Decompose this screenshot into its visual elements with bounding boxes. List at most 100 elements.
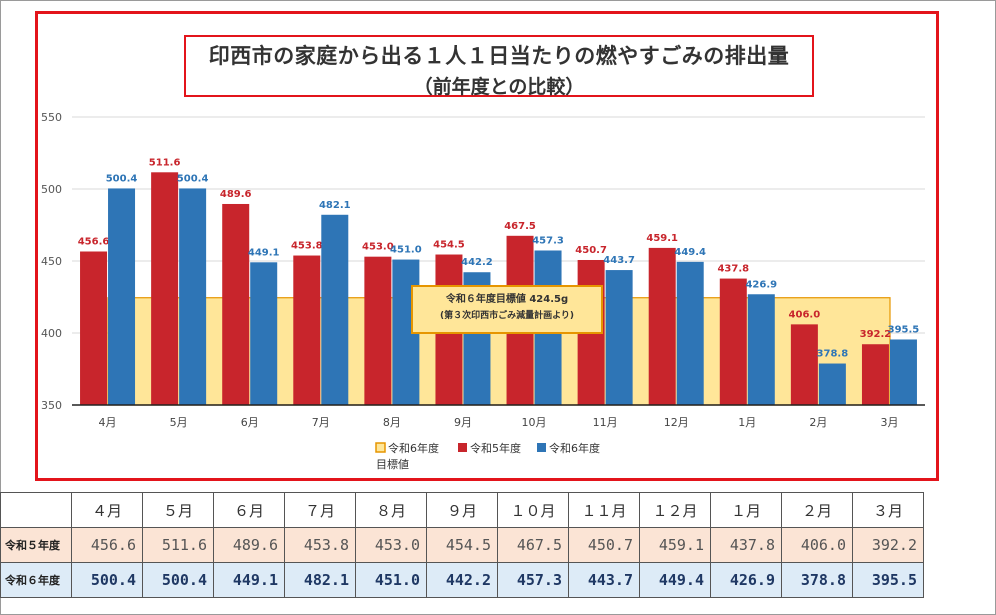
data-table: ４月 ５月 ６月 ７月 ８月 ９月 １０月 １１月 １２月 １月 ２月 ３月 令… (0, 492, 924, 598)
x-tick-label: 12月 (664, 416, 689, 429)
legend-swatch-target (375, 442, 386, 453)
data-label: 395.5 (888, 324, 920, 335)
table-cell: 442.2 (426, 562, 498, 598)
table-cell: 453.0 (355, 527, 427, 563)
bar-r5 (648, 247, 676, 405)
bar-r5 (719, 278, 747, 405)
chart-title-box: 印西市の家庭から出る１人１日当たりの燃やすごみの排出量 （前年度との比較） (184, 35, 814, 98)
table-header: ７月 (284, 492, 356, 528)
x-tick-label: 8月 (383, 416, 401, 429)
data-label: 457.3 (532, 235, 564, 246)
bar-chart: 350 400 450 500 550 456.6 500.4 4月 511.6 500.4 5月 4… (41, 111, 925, 471)
x-tick-label: 3月 (880, 416, 898, 429)
x-tick-label: 6月 (241, 416, 259, 429)
data-label: 443.7 (603, 255, 635, 266)
table-cell: 482.1 (284, 562, 356, 598)
bar-r5 (861, 344, 889, 405)
table-cell: 449.1 (213, 562, 285, 598)
table-cell: 500.4 (142, 562, 214, 598)
y-tick-label: 550 (41, 111, 62, 124)
table-corner (0, 492, 72, 528)
data-label: 500.4 (177, 173, 209, 184)
data-label: 442.2 (461, 257, 493, 268)
legend-label-target: 令和6年度 (388, 441, 439, 455)
data-label: 500.4 (106, 173, 138, 184)
table-header: ６月 (213, 492, 285, 528)
chart-border (35, 11, 939, 481)
data-label: 451.0 (390, 245, 422, 256)
data-label: 426.9 (745, 279, 777, 290)
data-label: 450.7 (575, 245, 607, 256)
table-header-row: ４月 ５月 ６月 ７月 ８月 ９月 １０月 １１月 １２月 １月 ２月 ３月 (0, 492, 924, 528)
legend-label-r6: 令和6年度 (549, 441, 600, 455)
table-row: 令和５年度 456.6 511.6 489.6 453.8 453.0 454.… (0, 527, 924, 563)
legend-label-target-2: 目標値 (376, 457, 409, 471)
table-header: １２月 (639, 492, 711, 528)
target-annotation-box (411, 285, 603, 334)
chart-title: 印西市の家庭から出る１人１日当たりの燃やすごみの排出量 (208, 44, 790, 68)
table-header: １月 (710, 492, 782, 528)
data-label: 378.8 (817, 349, 849, 360)
data-label: 489.6 (220, 189, 252, 200)
chart-subtitle: （前年度との比較） (413, 76, 585, 98)
bar-r5 (222, 203, 250, 405)
table-cell: 500.4 (71, 562, 143, 598)
data-label: 454.5 (433, 240, 465, 251)
x-tick-label: 9月 (454, 416, 472, 429)
table-cell: 426.9 (710, 562, 782, 598)
target-annotation-line1: 令和６年度目標値 424.5g (445, 292, 568, 305)
table-header: ４月 (71, 492, 143, 528)
x-tick-label: 10月 (522, 416, 547, 429)
data-label: 467.5 (504, 221, 536, 232)
bar-r6 (747, 294, 775, 405)
data-label: 459.1 (646, 233, 678, 244)
y-tick-label: 400 (41, 327, 62, 340)
target-annotation-line2: (第３次印西市ごみ減量計画より) (440, 309, 574, 321)
y-tick-label: 500 (41, 183, 62, 196)
table-cell: 449.4 (639, 562, 711, 598)
data-label: 482.1 (319, 200, 351, 211)
data-label: 453.0 (362, 242, 394, 253)
table-row: 令和６年度 500.4 500.4 449.1 482.1 451.0 442.… (0, 562, 924, 598)
x-tick-label: 4月 (99, 416, 117, 429)
x-tick-label: 2月 (809, 416, 827, 429)
table-cell: 467.5 (497, 527, 569, 563)
table-cell: 453.8 (284, 527, 356, 563)
table-cell: 489.6 (213, 527, 285, 563)
legend-swatch-r5 (458, 443, 467, 452)
legend-swatch-r6 (537, 443, 546, 452)
table-cell: 443.7 (568, 562, 640, 598)
table-header: １１月 (568, 492, 640, 528)
x-tick-label: 5月 (170, 416, 188, 429)
bar-r6 (321, 214, 349, 405)
bar-r5 (80, 251, 108, 405)
table-cell: 406.0 (781, 527, 853, 563)
row-label: 令和６年度 (0, 562, 72, 598)
table-cell: 378.8 (781, 562, 853, 598)
y-tick-label: 350 (41, 399, 62, 412)
table-cell: 450.7 (568, 527, 640, 563)
bar-r6 (108, 188, 136, 405)
table-cell: 392.2 (852, 527, 924, 563)
data-label: 392.2 (860, 329, 892, 340)
bar-r6 (250, 262, 278, 405)
bar-r6 (889, 339, 917, 405)
table-cell: 457.3 (497, 562, 569, 598)
table-cell: 459.1 (639, 527, 711, 563)
bar-r6 (605, 270, 633, 405)
table-header: ５月 (142, 492, 214, 528)
data-label: 437.8 (717, 264, 749, 275)
data-label: 406.0 (789, 309, 821, 320)
table-cell: 437.8 (710, 527, 782, 563)
data-label: 456.6 (78, 236, 110, 247)
x-tick-label: 1月 (738, 416, 756, 429)
table-header: ３月 (852, 492, 924, 528)
legend-label-r5: 令和5年度 (470, 441, 521, 455)
bar-r5 (790, 324, 818, 405)
table-cell: 454.5 (426, 527, 498, 563)
bar-r6 (676, 261, 704, 405)
table-cell: 456.6 (71, 527, 143, 563)
table-header: ８月 (355, 492, 427, 528)
bar-r5 (293, 255, 321, 405)
bar-r6 (179, 188, 207, 405)
